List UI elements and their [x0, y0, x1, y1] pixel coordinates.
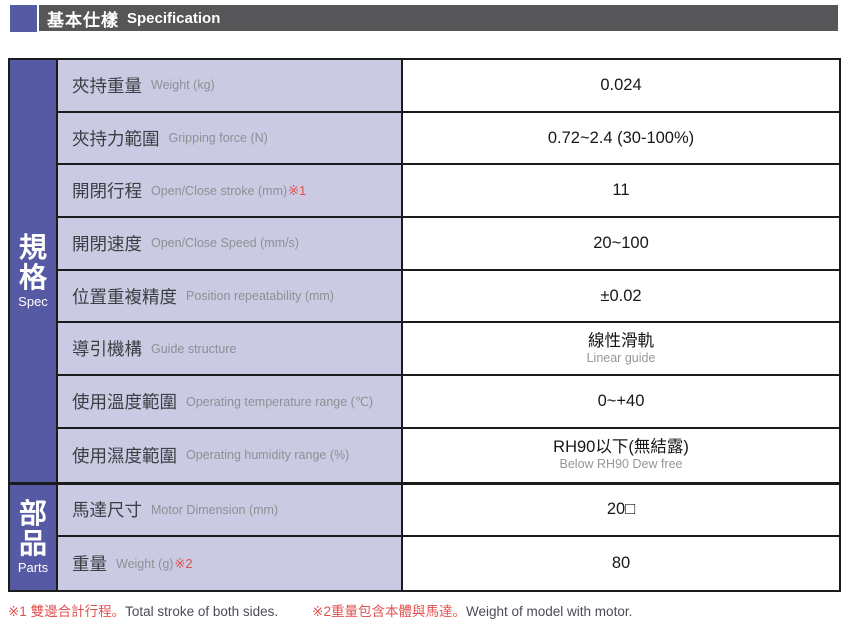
footnote-2-en: Weight of model with motor. [466, 603, 633, 619]
value-main: 11 [612, 181, 630, 200]
param-name-en: Gripping force (N) [168, 131, 268, 146]
page-title-en: Specification [127, 9, 221, 27]
param-name-cjk: 導引機構 [72, 339, 142, 360]
param-cell: 開閉速度 Open/Close Speed (mm/s) [58, 218, 403, 269]
param-cell: 夾持重量 Weight (kg) [58, 60, 403, 111]
param-cell: 位置重複精度 Position repeatability (mm) [58, 270, 403, 322]
section-label-spec: 規格 Spec [10, 60, 58, 482]
param-note: ※1 [288, 182, 307, 198]
value-sub: Below RH90 Dew free [559, 457, 683, 472]
param-cell: 夾持力範圍 Gripping force (N) [58, 112, 403, 164]
param-name-en: Operating temperature range (℃) [186, 394, 374, 409]
value-main: 80 [611, 554, 631, 573]
table-row: 使用濕度範圍 Operating humidity range (%) RH90… [58, 428, 839, 482]
param-name-en: Operating humidity range (%) [186, 448, 350, 463]
section-label-spec-cjk: 規格 [18, 231, 47, 293]
value-main: 0~+40 [597, 391, 645, 410]
value-cell: 20□ [403, 484, 839, 536]
value-cell: 0.72~2.4 (30-100%) [403, 112, 839, 164]
value-cell: 80 [403, 537, 839, 590]
footnote-1-cjk: ※1 雙邊合計行程。 [8, 603, 126, 619]
param-name-cjk: 位置重複精度 [72, 286, 177, 307]
param-cell: 馬達尺寸 Motor Dimension (mm) [58, 484, 403, 536]
table-row: 導引機構 Guide structure 線性滑軌 Linear guide [58, 323, 839, 377]
section-header: 基本仕樣 Specification [10, 5, 838, 32]
param-name-en: Weight (kg) [151, 78, 215, 93]
table-row: 使用溫度範圍 Operating temperature range (℃) 0… [58, 376, 839, 429]
param-name-cjk: 馬達尺寸 [72, 500, 142, 521]
value-main: 20□ [606, 500, 636, 519]
table-row: 重量 Weight (g) ※2 80 [58, 537, 839, 590]
param-name-en: Open/Close Speed (mm/s) [151, 236, 299, 251]
param-cell: 使用濕度範圍 Operating humidity range (%) [58, 428, 403, 482]
value-main: 20~100 [593, 233, 649, 252]
table-row: 開閉速度 Open/Close Speed (mm/s) 20~100 [58, 218, 839, 271]
param-name-cjk: 使用溫度範圍 [72, 391, 177, 412]
value-main: 0.72~2.4 (30-100%) [547, 128, 695, 147]
param-name-cjk: 夾持力範圍 [72, 128, 160, 149]
param-cell: 使用溫度範圍 Operating temperature range (℃) [58, 376, 403, 427]
param-cell: 重量 Weight (g) ※2 [58, 537, 403, 590]
value-cell: 0~+40 [403, 376, 839, 427]
section-label-parts-cjk: 部品 [18, 497, 47, 560]
param-name-cjk: 夾持重量 [72, 75, 142, 96]
value-cell: 11 [403, 165, 839, 217]
param-cell: 開閉行程 Open/Close stroke (mm) ※1 [58, 165, 403, 217]
footnote-1-en: Total stroke of both sides. [125, 603, 279, 619]
section-label-spec-en: Spec [18, 293, 48, 309]
param-name-en: Weight (g) [116, 556, 174, 571]
param-name-cjk: 使用濕度範圍 [72, 445, 177, 466]
param-name-cjk: 開閉行程 [72, 181, 142, 202]
footnote-1: ※1 雙邊合計行程。Total stroke of both sides. [8, 600, 278, 620]
section-label-parts-en: Parts [17, 560, 49, 576]
page-title-cjk: 基本仕樣 [47, 10, 119, 30]
section-parts: 部品 Parts 馬達尺寸 Motor Dimension (mm) 20□ 重… [10, 484, 839, 590]
specification-table: 規格 Spec 夾持重量 Weight (kg) 0.024 夾持力範圍 Gri… [8, 58, 841, 592]
section-spec: 規格 Spec 夾持重量 Weight (kg) 0.024 夾持力範圍 Gri… [10, 60, 839, 485]
table-row: 夾持重量 Weight (kg) 0.024 [58, 60, 839, 113]
table-row: 位置重複精度 Position repeatability (mm) ±0.02 [58, 270, 839, 324]
param-name-cjk: 開閉速度 [72, 233, 142, 254]
value-sub: Linear guide [586, 351, 656, 366]
spec-rows: 夾持重量 Weight (kg) 0.024 夾持力範圍 Gripping fo… [58, 60, 839, 482]
value-cell: 0.024 [403, 60, 839, 111]
parts-rows: 馬達尺寸 Motor Dimension (mm) 20□ 重量 Weight … [58, 484, 839, 590]
param-name-en: Guide structure [151, 341, 237, 356]
param-name-en: Position repeatability (mm) [186, 289, 334, 304]
value-cell: 20~100 [403, 218, 839, 269]
section-label-parts: 部品 Parts [10, 484, 58, 590]
table-row: 夾持力範圍 Gripping force (N) 0.72~2.4 (30-10… [58, 112, 839, 166]
param-cell: 導引機構 Guide structure [58, 323, 403, 375]
footnote-2: ※2重量包含本體與馬達。Weight of model with motor. [312, 600, 632, 620]
value-cell: RH90以下(無結露) Below RH90 Dew free [403, 428, 839, 482]
param-name-en: Motor Dimension (mm) [151, 502, 279, 517]
value-main: 0.024 [600, 75, 642, 94]
value-cell: ±0.02 [403, 270, 839, 322]
footnotes: ※1 雙邊合計行程。Total stroke of both sides. ※2… [8, 600, 845, 620]
value-main: RH90以下(無結露) [553, 438, 689, 457]
value-cell: 線性滑軌 Linear guide [403, 323, 839, 375]
table-row: 馬達尺寸 Motor Dimension (mm) 20□ [58, 484, 839, 538]
param-name-en: Open/Close stroke (mm) [151, 183, 288, 198]
value-main: 線性滑軌 [588, 332, 654, 351]
param-name-cjk: 重量 [72, 554, 107, 575]
table-row: 開閉行程 Open/Close stroke (mm) ※1 11 [58, 165, 839, 219]
footnote-2-cjk: ※2重量包含本體與馬達。 [312, 603, 466, 619]
param-note: ※2 [174, 555, 193, 571]
value-main: ±0.02 [600, 286, 642, 305]
accent-square [10, 5, 37, 32]
header-title-bar: 基本仕樣 Specification [39, 5, 838, 31]
